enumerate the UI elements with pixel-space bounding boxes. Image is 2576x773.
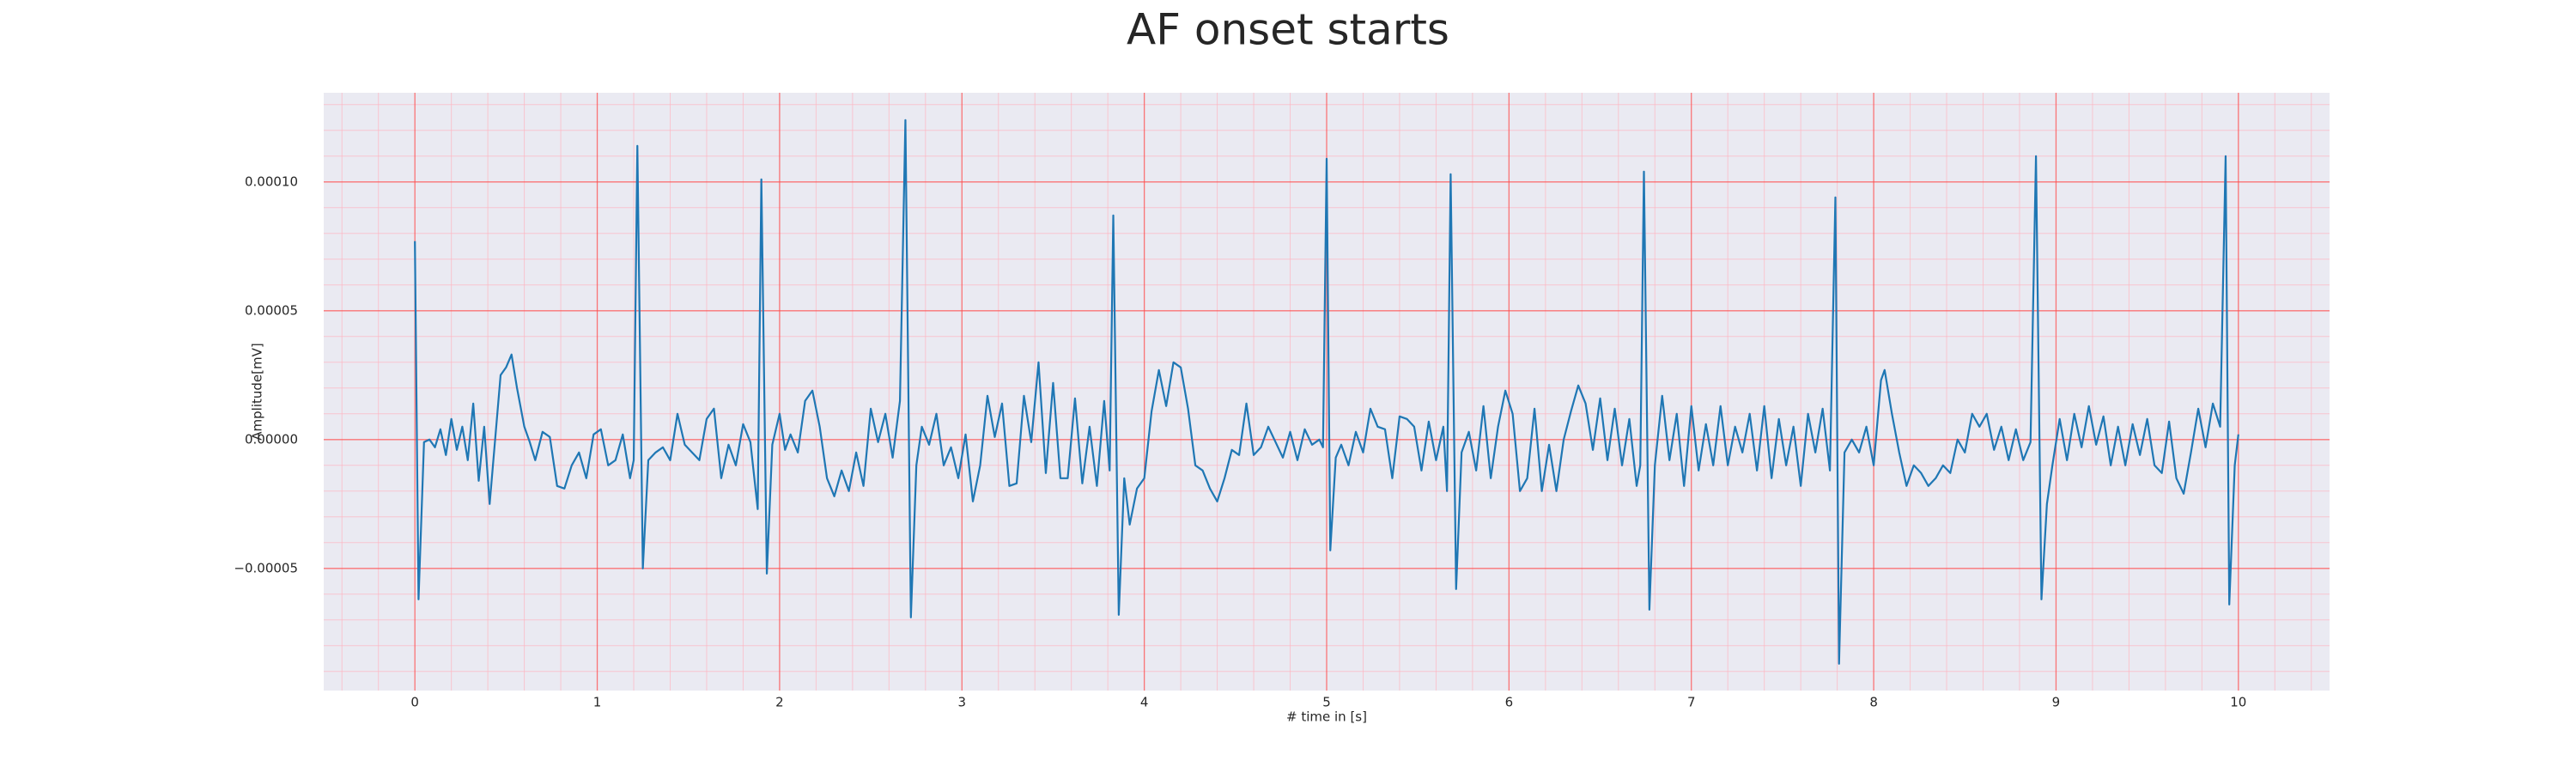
x-tick-label: 1 [593, 695, 602, 710]
y-axis-label: Amplitude[mV] [250, 343, 265, 440]
grid [324, 93, 2330, 691]
x-tick-label: 3 [957, 695, 966, 710]
signal-line [414, 119, 2239, 665]
x-tick-label: 6 [1505, 695, 1514, 710]
x-tick-label: 10 [2230, 695, 2246, 710]
x-tick-label: 9 [2052, 695, 2061, 710]
lines [414, 119, 2239, 665]
y-tick-label: 0.00000 [245, 431, 298, 447]
x-tick-label: 7 [1687, 695, 1696, 710]
x-tick-label: 8 [1869, 695, 1878, 710]
x-tick-label: 2 [775, 695, 784, 710]
x-axis-label: # time in [s] [1286, 709, 1367, 725]
x-tick-label: 0 [410, 695, 419, 710]
y-tick-label: 0.00010 [245, 173, 298, 189]
x-tick-label: 4 [1140, 695, 1149, 710]
y-tick-label: 0.00005 [245, 302, 298, 318]
y-tick-label: −0.00005 [234, 560, 298, 575]
labels: 0 1 2 3 4 5 6 7 8 9 10 −0.00005 0.00000 0.00005 0.0001… [234, 173, 2246, 709]
x-tick-label: 5 [1322, 695, 1331, 710]
chart-title: AF onset starts [1127, 5, 1449, 55]
